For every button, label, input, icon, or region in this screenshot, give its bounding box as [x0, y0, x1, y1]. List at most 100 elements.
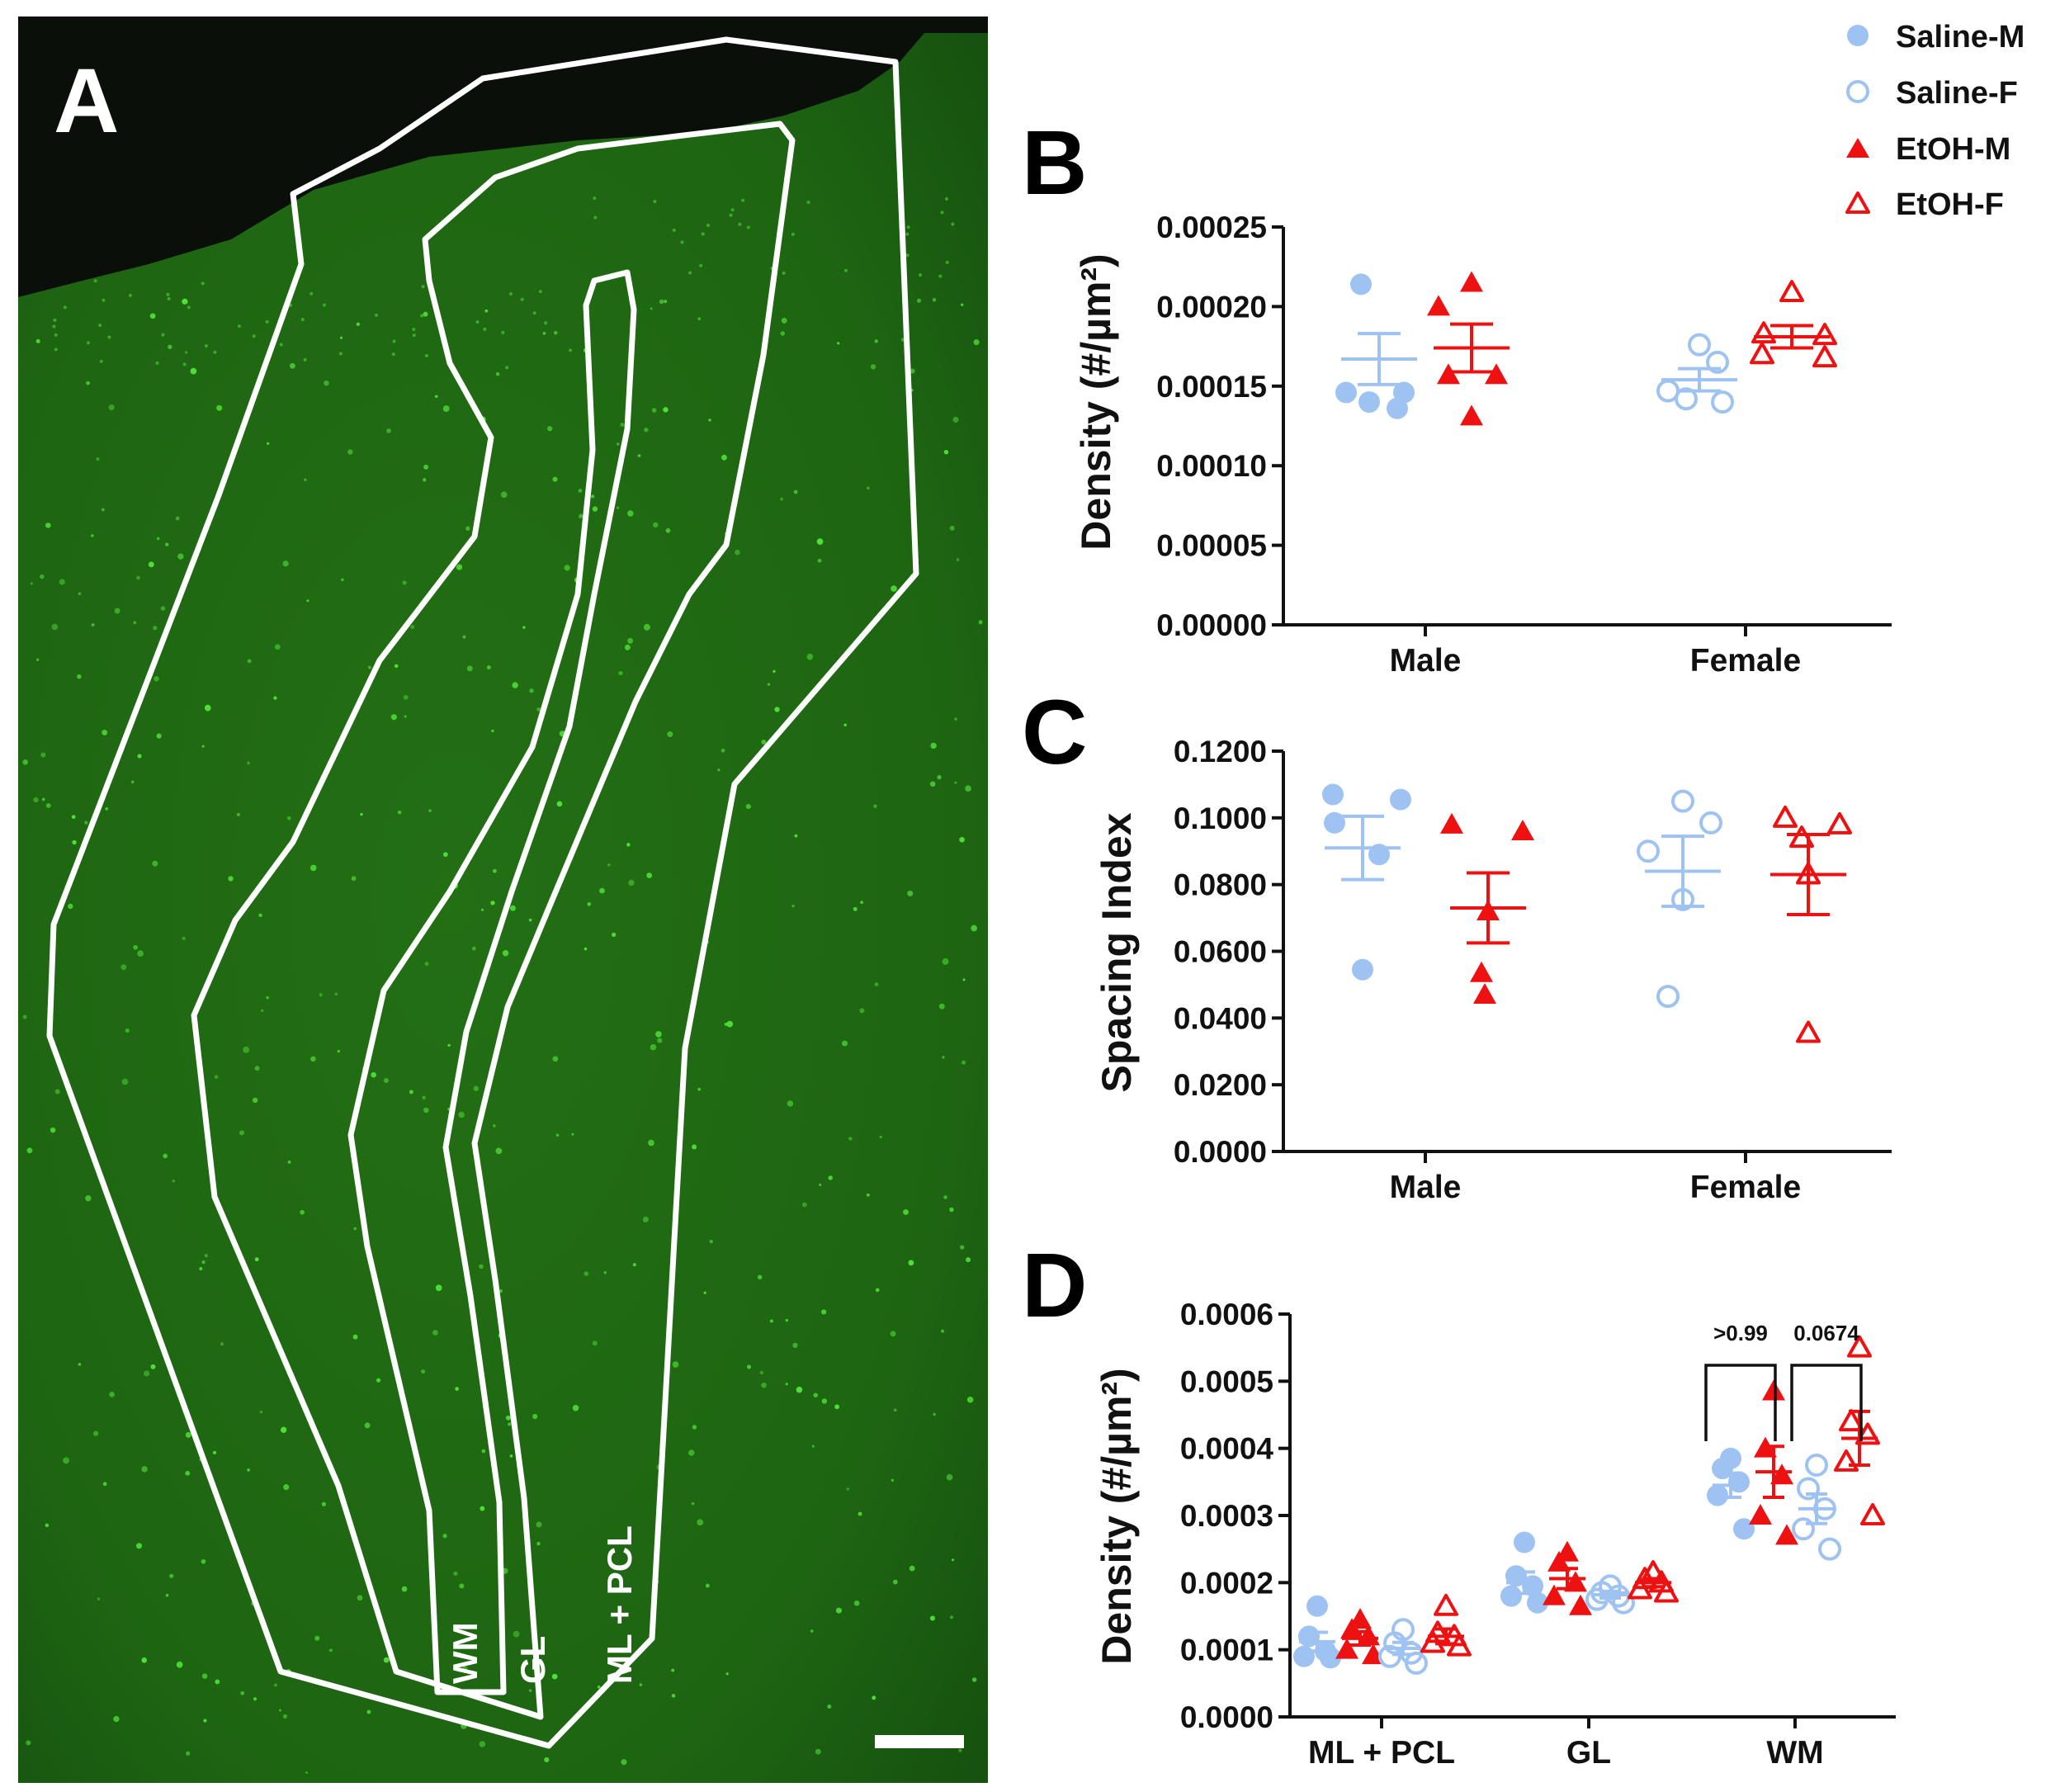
microglia-cell — [392, 339, 396, 343]
microglia-cell — [125, 1028, 130, 1033]
microglia-cell — [458, 1111, 465, 1118]
microglia-cell — [942, 1056, 945, 1059]
microglia-cell — [420, 314, 424, 318]
microglia-cell — [943, 449, 949, 455]
data-point — [1796, 1020, 1821, 1043]
microglia-cell — [338, 352, 343, 356]
data-point — [1707, 1484, 1728, 1506]
data-point — [1770, 1463, 1793, 1485]
microglia-cell — [471, 946, 476, 951]
microglia-cell — [941, 1329, 945, 1333]
microglia-cell — [650, 1043, 657, 1051]
microglia-cell — [846, 1487, 850, 1491]
microglia-cell — [91, 534, 94, 537]
microglia-cell — [84, 820, 88, 825]
legend-label: EtOH-M — [1896, 132, 2010, 167]
microglia-cell — [650, 307, 653, 310]
microglia-cell — [254, 1066, 260, 1071]
microglia-cell — [612, 932, 617, 938]
microglia-cell — [169, 1573, 174, 1578]
microglia-cell — [874, 339, 878, 343]
microglia-cell — [721, 454, 727, 461]
microglia-cell — [806, 653, 814, 660]
y-tick-label: 0.1000 — [1174, 801, 1267, 835]
microglia-cell — [154, 676, 159, 682]
microglia-cell — [168, 344, 172, 349]
p-value-label: >0.99 — [1713, 1321, 1768, 1345]
microglia-cell — [86, 381, 90, 385]
microglia-cell — [747, 1364, 752, 1369]
gl-outline — [191, 121, 796, 1720]
microglia-cell — [536, 707, 541, 712]
microglia-cell — [305, 1771, 309, 1774]
microglia-cell — [243, 1046, 250, 1053]
series-etoh-m — [1543, 1540, 1592, 1615]
microglia-cell — [954, 781, 957, 784]
series-etoh-f — [1770, 805, 1852, 1043]
microglia-cell — [374, 313, 378, 317]
microglia-cell — [536, 1542, 541, 1546]
microglia-cell — [258, 913, 262, 918]
microglia-cell — [236, 812, 240, 816]
microglia-cell — [184, 351, 188, 354]
microglia-cell — [618, 670, 623, 676]
y-tick-label: 0.0200 — [1174, 1068, 1267, 1102]
microglia-cell — [353, 1227, 357, 1231]
microglia-cell — [520, 297, 524, 301]
microglia-cell — [671, 1668, 675, 1672]
microglia-cell — [637, 454, 641, 457]
microglia-cell — [412, 333, 416, 338]
data-point — [1706, 350, 1729, 374]
data-point — [1656, 985, 1680, 1009]
microglia-cell — [607, 1659, 612, 1663]
microglia-cell — [394, 664, 399, 669]
legend-label: Saline-F — [1896, 76, 2018, 111]
microglia-cell — [403, 694, 409, 700]
microglia-cell — [597, 1685, 601, 1689]
microglia-cell — [552, 1056, 559, 1062]
microglia-cell — [247, 1468, 250, 1472]
microglia-cell — [86, 341, 90, 345]
microglia-cell — [628, 879, 635, 887]
microglia-cell — [282, 560, 289, 567]
microglia-cell — [906, 225, 910, 229]
microglia-cell — [759, 1370, 763, 1375]
microglia-cell — [903, 1208, 909, 1215]
microglia-cell — [214, 1075, 219, 1079]
microglia-cell — [176, 1661, 183, 1668]
microglia-cell — [228, 876, 234, 882]
microglia-cell — [386, 428, 391, 433]
p-value-label: 0.0674 — [1793, 1321, 1859, 1345]
microglia-cell — [424, 962, 429, 967]
data-point — [1427, 295, 1450, 316]
microglia-cell — [529, 688, 534, 693]
microglia-cell — [45, 802, 51, 808]
microglia-cell — [409, 1090, 413, 1095]
data-point — [1751, 321, 1776, 344]
microglia-cell — [978, 620, 983, 625]
microglia-cell — [366, 1709, 371, 1714]
data-point — [1675, 387, 1698, 411]
microglia-cell — [421, 1369, 426, 1374]
data-point — [1569, 1594, 1592, 1615]
microglia-cell — [412, 327, 416, 331]
microglia-cell — [484, 309, 489, 313]
microglia-cell — [328, 1648, 333, 1653]
microglia-cell — [653, 522, 659, 528]
microglia-cell — [319, 993, 323, 997]
microglia-cell — [717, 768, 721, 772]
microglia-cell — [555, 1133, 560, 1137]
microglia-cell — [156, 537, 160, 541]
microglia-cell — [735, 549, 740, 556]
data-point — [1500, 1585, 1522, 1607]
microglia-cell — [266, 995, 269, 1000]
microglia-cell — [109, 1392, 115, 1397]
data-point — [1437, 363, 1460, 385]
microglia-cell — [150, 1364, 156, 1369]
microglia-cell — [93, 279, 97, 283]
microglia-cell — [697, 1087, 701, 1091]
microglia-cell — [958, 1748, 962, 1752]
microglia-cell — [78, 592, 82, 596]
series-saline-m — [1500, 1531, 1548, 1614]
microglia-cell — [875, 1288, 880, 1293]
